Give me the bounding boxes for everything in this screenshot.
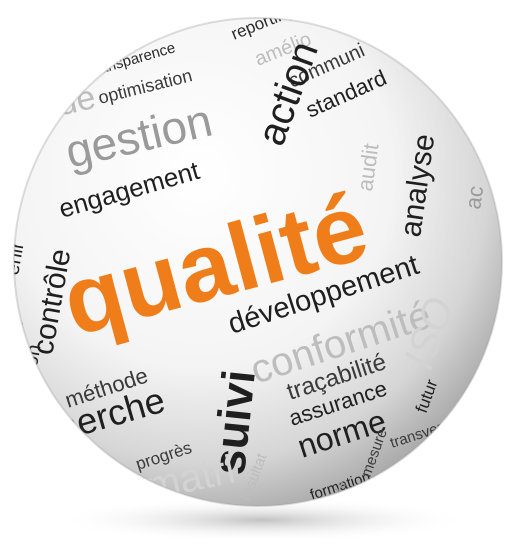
word-suivi: suivi <box>202 367 265 477</box>
sphere-body <box>14 18 502 506</box>
sphere-rim <box>13 17 503 507</box>
word-ac: ac <box>460 184 488 211</box>
word-ion: ion <box>19 343 45 373</box>
ground-shadow <box>52 498 472 542</box>
